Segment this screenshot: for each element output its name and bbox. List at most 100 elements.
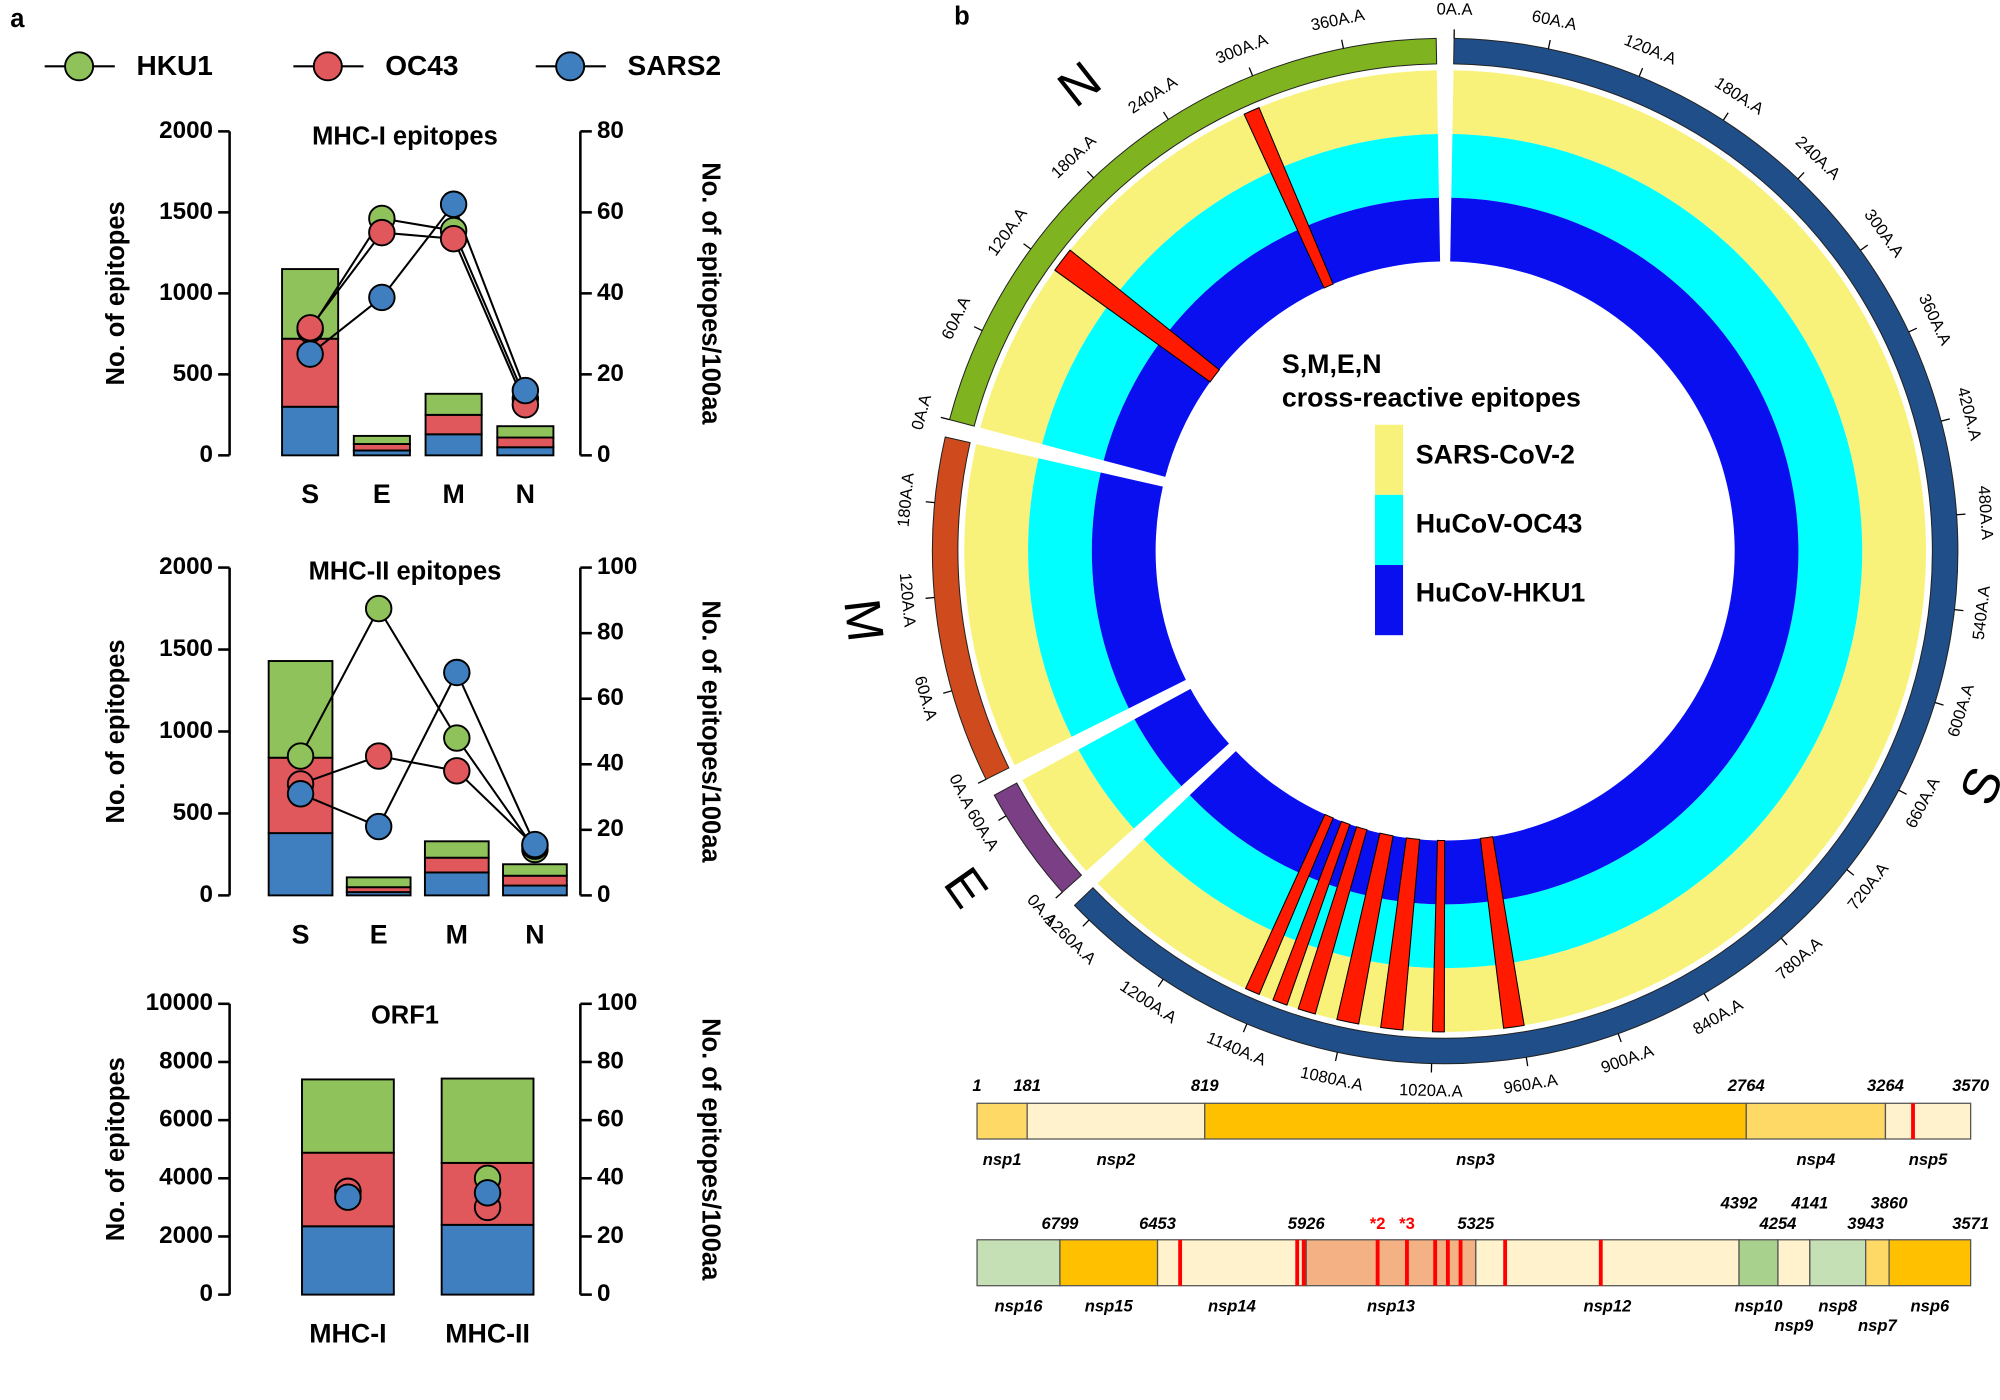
segment-tick <box>1526 1057 1527 1066</box>
boundary-label: 4254 <box>1759 1214 1797 1233</box>
y-tick-label: 4000 <box>159 1164 213 1191</box>
chart-title: ORF1 <box>371 1001 439 1029</box>
segment-tick-label: 60A.A <box>911 674 942 724</box>
boundary-label: 3571 <box>1952 1214 1989 1233</box>
segment-name: M <box>833 596 895 645</box>
bar-segment <box>425 841 489 857</box>
point <box>522 832 548 858</box>
bar-segment <box>425 858 489 873</box>
gene-segment <box>1306 1240 1476 1286</box>
circos-title: S,M,E,N <box>1282 349 1382 379</box>
segment-tick <box>926 598 935 599</box>
segment-tick-label: 120A.A <box>896 572 920 629</box>
boundary-label: 5325 <box>1457 1214 1495 1233</box>
line <box>310 204 525 390</box>
legend-swatch <box>1375 425 1403 495</box>
boundary-label: 181 <box>1013 1076 1041 1095</box>
boundary-label: 3860 <box>1871 1193 1909 1212</box>
legend-marker <box>556 52 584 80</box>
bar-segment <box>282 407 338 456</box>
segment-tick <box>941 417 950 419</box>
gene-segment <box>1027 1103 1205 1139</box>
point <box>513 378 539 404</box>
segment-tick <box>1163 112 1168 120</box>
chart-title: MHC-I epitopes <box>312 122 498 150</box>
legend-marker <box>65 52 93 80</box>
y2-tick-label: 60 <box>597 1106 624 1133</box>
mark-label: *2 <box>1370 1214 1386 1233</box>
gene-segment <box>1746 1103 1885 1139</box>
bar-segment <box>269 833 333 895</box>
segment-tick-label: 60A.A <box>963 805 1003 854</box>
segment-tick-label: 840A.A <box>1690 994 1747 1038</box>
mark-label: *3 <box>1399 1214 1415 1233</box>
segment-tick <box>943 691 952 693</box>
segment-tick <box>1941 419 1950 421</box>
segment-tick <box>1723 113 1728 121</box>
point <box>475 1180 501 1206</box>
segment-tick-label: 0A.A <box>908 391 936 432</box>
segment-tick <box>1618 1034 1621 1042</box>
legend-marker <box>314 52 342 80</box>
boundary-label: 4141 <box>1790 1193 1828 1212</box>
segment-tick-label: 180A.A <box>1047 130 1100 182</box>
segment-tick <box>1083 920 1089 926</box>
x-tick-label: N <box>525 919 544 949</box>
segment-tick-label: 720A.A <box>1844 858 1893 913</box>
bar-segment <box>425 872 489 895</box>
segment-tick <box>1935 702 1944 705</box>
x-tick-label: M <box>442 479 464 509</box>
segment-tick <box>1847 870 1854 876</box>
segment-tick <box>1909 328 1917 332</box>
point <box>366 596 392 622</box>
y2-tick-label: 0 <box>597 881 610 908</box>
segment-tick <box>978 779 986 783</box>
x-tick-label: N <box>516 479 535 509</box>
bar-segment <box>347 877 411 887</box>
y2-tick-label: 60 <box>597 198 624 225</box>
boundary-label: 819 <box>1191 1076 1219 1095</box>
y-tick-label: 6000 <box>159 1106 213 1133</box>
gene-name: nsp6 <box>1911 1297 1950 1316</box>
segment-tick-label: 1080A.A <box>1299 1063 1366 1095</box>
legend-swatch <box>1375 565 1403 635</box>
gene-name: nsp2 <box>1097 1150 1136 1169</box>
segment-tick <box>1955 610 1964 611</box>
segment-tick <box>1056 892 1063 898</box>
segment-tick <box>1957 514 1966 515</box>
x-tick-label: E <box>370 919 388 949</box>
gene-name: nsp8 <box>1818 1297 1857 1316</box>
segment-tick-label: 420A.A <box>1953 385 1985 443</box>
y-tick-label: 2000 <box>159 1222 213 1249</box>
x-tick-label: M <box>446 919 468 949</box>
point <box>369 285 395 311</box>
segment-tick <box>1704 994 1709 1002</box>
gene-name: nsp14 <box>1208 1297 1256 1316</box>
chart-title: MHC-II epitopes <box>309 557 502 585</box>
gene-name: nsp3 <box>1456 1150 1495 1169</box>
y-tick-label: 500 <box>173 360 213 387</box>
segment-tick-label: 660A.A <box>1901 773 1944 831</box>
boundary-label: 3943 <box>1847 1214 1885 1233</box>
segment-tick-label: 0A.A <box>945 771 978 812</box>
y2-axis-label: No. of epitopes/100aa <box>696 162 724 425</box>
segment-tick-label: 1140A.A <box>1204 1028 1270 1070</box>
bar-segment <box>497 447 553 455</box>
gene-segment <box>977 1240 1060 1286</box>
segment-tick-label: 60A.A <box>1530 6 1579 34</box>
segment-tick-label: 300A.A <box>1860 206 1908 262</box>
boundary-label: 3570 <box>1952 1076 1990 1095</box>
point <box>441 226 467 252</box>
gene-segment <box>1205 1103 1746 1139</box>
segment-tick-label: 480A.A <box>1974 485 1997 542</box>
point <box>366 743 392 769</box>
segment-tick-label: 360A.A <box>1309 5 1367 35</box>
point <box>297 315 323 341</box>
y2-axis-label: No. of epitopes/100aa <box>696 600 724 863</box>
y2-tick-label: 80 <box>597 1047 624 1074</box>
gene-segment <box>1866 1240 1889 1286</box>
legend-label: HKU1 <box>136 50 212 81</box>
segment-name: S <box>1948 759 2000 813</box>
y-axis-label: No. of epitopes <box>102 201 130 385</box>
